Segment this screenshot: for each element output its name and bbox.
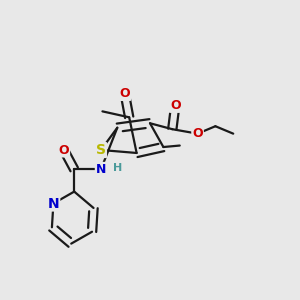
Text: H: H — [113, 163, 122, 173]
Text: S: S — [96, 143, 106, 157]
Text: N: N — [96, 163, 106, 176]
Text: O: O — [170, 99, 181, 112]
Text: O: O — [58, 143, 69, 157]
Text: N: N — [48, 196, 59, 211]
Text: O: O — [119, 87, 130, 100]
Text: O: O — [192, 127, 203, 140]
